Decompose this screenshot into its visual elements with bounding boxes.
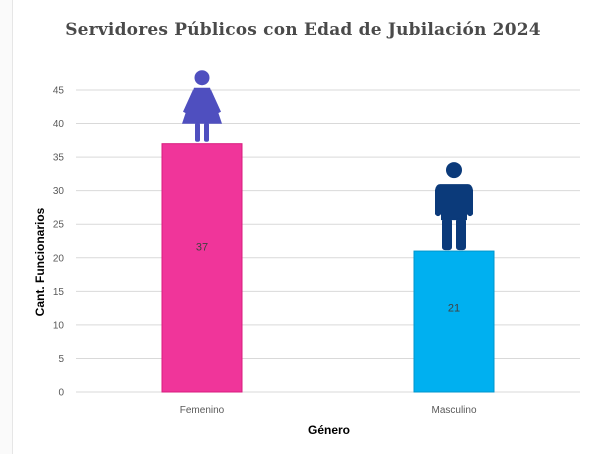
male-figure-icon [435, 162, 473, 251]
category-label: Masculino [431, 405, 476, 416]
y-tick-label: 40 [53, 119, 65, 130]
ruler-strip [0, 0, 13, 454]
female-figure-icon [182, 70, 222, 142]
category-label: Femenino [180, 405, 225, 416]
data-label: 37 [196, 241, 208, 253]
y-tick-label: 10 [53, 320, 65, 331]
y-axis-label: Cant. Funcionarios [33, 207, 47, 316]
y-tick-label: 5 [58, 354, 64, 365]
bar-masculino [413, 250, 495, 393]
y-tick-label: 35 [53, 153, 65, 164]
y-tick-label: 20 [53, 253, 65, 264]
x-axis-label: Género [308, 423, 350, 437]
category-labels: Femenino Masculino [180, 405, 477, 416]
chart-title: Servidores Públicos con Edad de Jubilaci… [65, 20, 541, 40]
y-tick-label: 30 [53, 186, 65, 197]
data-label: 21 [448, 303, 460, 315]
y-tick-label: 0 [58, 388, 64, 399]
y-tick-label: 25 [53, 220, 65, 231]
bars: 37 21 [161, 143, 495, 393]
y-tick-label: 15 [53, 287, 65, 298]
figures [182, 70, 473, 251]
bar-femenino [161, 143, 243, 393]
y-axis-ticks: 0 5 10 15 20 25 30 35 40 45 [53, 86, 65, 399]
gridlines [76, 89, 580, 393]
y-tick-label: 45 [53, 86, 65, 97]
